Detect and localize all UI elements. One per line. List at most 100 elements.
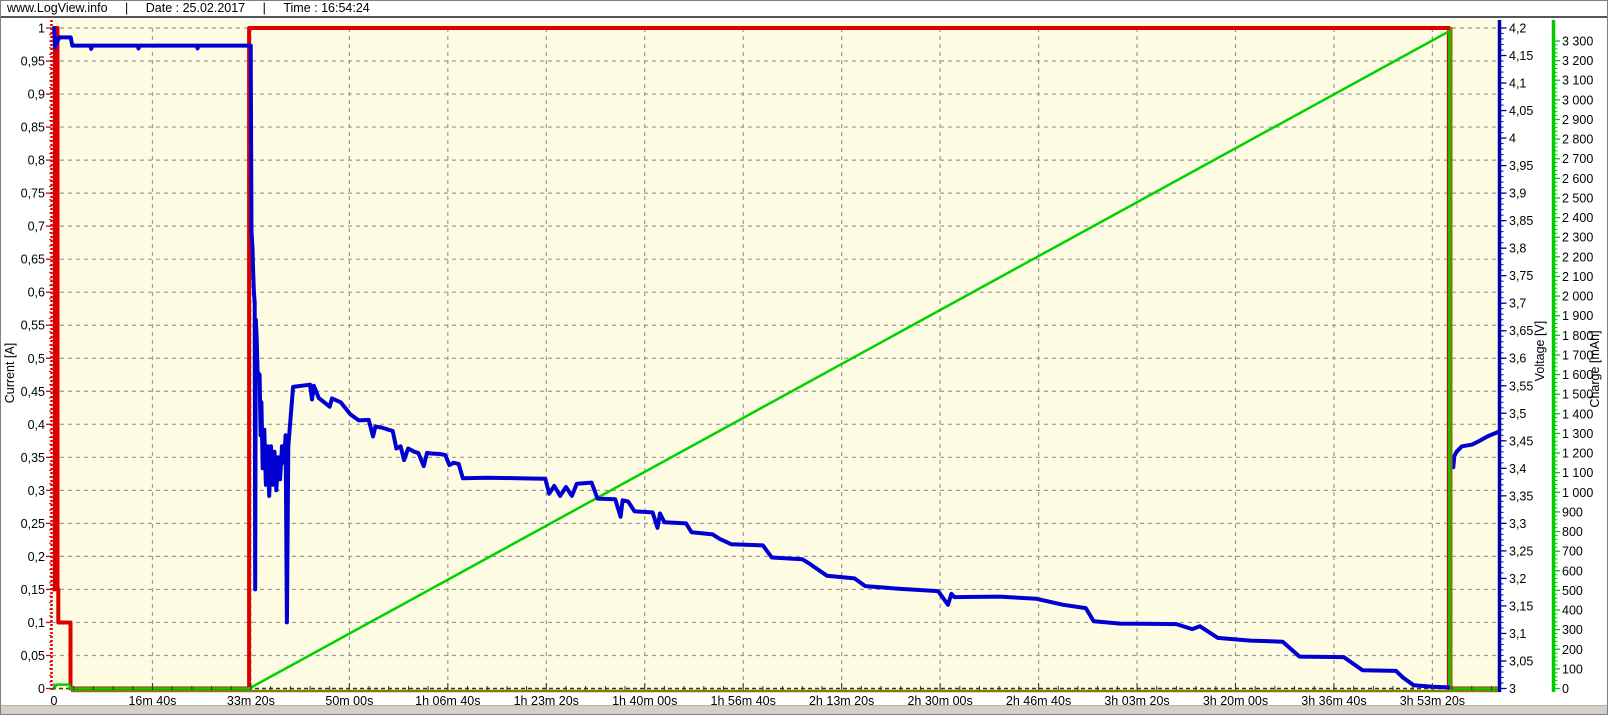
current-tick-label: 0,75 bbox=[21, 187, 45, 201]
time-tick-label: 1h 56m 40s bbox=[711, 694, 776, 707]
charge-tick-label: 1 100 bbox=[1562, 466, 1593, 480]
time-tick-label: 1h 06m 40s bbox=[415, 694, 480, 707]
time-axis: 0 16m 40s 33m 20s 50m 00s 1h 06m 40s 1h 23m 2… bbox=[51, 683, 1492, 707]
current-tick-label: 0,55 bbox=[21, 319, 45, 333]
charge-tick-label: 2 900 bbox=[1562, 113, 1593, 127]
time-tick-label: 3h 03m 20s bbox=[1104, 694, 1169, 707]
voltage-tick-label: 4,05 bbox=[1509, 104, 1533, 118]
voltage-tick-label: 3,35 bbox=[1509, 489, 1533, 503]
charge-tick-label: 2 100 bbox=[1562, 270, 1593, 284]
charge-tick-label: 0 bbox=[1562, 682, 1569, 696]
voltage-tick-label: 3,65 bbox=[1509, 324, 1533, 338]
charge-tick-label: 1 700 bbox=[1562, 348, 1593, 362]
voltage-tick-label: 3,45 bbox=[1509, 434, 1533, 448]
charge-tick-label: 3 100 bbox=[1562, 74, 1593, 88]
charge-tick-label: 800 bbox=[1562, 525, 1583, 539]
time-tick-label: 2h 13m 20s bbox=[809, 694, 874, 707]
current-tick-label: 0,5 bbox=[28, 352, 45, 366]
charge-tick-label: 1 500 bbox=[1562, 388, 1593, 402]
voltage-tick-label: 4 bbox=[1509, 132, 1516, 146]
current-tick-label: 0 bbox=[38, 682, 45, 696]
charge-tick-label: 1 200 bbox=[1562, 447, 1593, 461]
series-charge bbox=[52, 29, 1501, 690]
charge-tick-label: 1 600 bbox=[1562, 368, 1593, 382]
current-tick-label: 0,2 bbox=[28, 550, 45, 564]
header-time: Time : 16:54:24 bbox=[283, 1, 370, 15]
current-tick-label: 0,3 bbox=[28, 484, 45, 498]
charge-axis: 3 300 3 200 3 100 3 000 2 900 2 800 2 700 2 600… bbox=[1551, 20, 1602, 696]
voltage-tick-label: 4,1 bbox=[1509, 77, 1526, 91]
charge-tick-label: 1 900 bbox=[1562, 309, 1593, 323]
voltage-tick-label: 4,2 bbox=[1509, 21, 1526, 35]
current-tick-label: 0,4 bbox=[28, 418, 45, 432]
time-tick-label: 1h 40m 00s bbox=[612, 694, 677, 707]
current-tick-label: 0,25 bbox=[21, 517, 45, 531]
current-tick-label: 0,95 bbox=[21, 55, 45, 69]
charge-tick-label: 2 700 bbox=[1562, 152, 1593, 166]
charge-tick-label: 3 300 bbox=[1562, 35, 1593, 49]
header-bar: www.LogView.info | Date : 25.02.2017 | T… bbox=[1, 1, 1607, 18]
current-axis-title: Current [A] bbox=[3, 343, 17, 403]
voltage-tick-label: 3,4 bbox=[1509, 462, 1526, 476]
time-tick-label: 3h 36m 40s bbox=[1301, 694, 1366, 707]
voltage-tick-label: 3,15 bbox=[1509, 599, 1533, 613]
charge-tick-label: 3 200 bbox=[1562, 54, 1593, 68]
plot-area bbox=[52, 20, 1500, 691]
header-date: Date : 25.02.2017 bbox=[145, 1, 246, 15]
charge-tick-label: 900 bbox=[1562, 505, 1583, 519]
current-tick-label: 0,1 bbox=[28, 616, 45, 630]
time-tick-label: 3h 20m 00s bbox=[1203, 694, 1268, 707]
charge-tick-label: 500 bbox=[1562, 584, 1583, 598]
time-tick-label: 1h 23m 20s bbox=[514, 694, 579, 707]
time-tick-label: 2h 46m 40s bbox=[1006, 694, 1071, 707]
current-tick-label: 0,35 bbox=[21, 451, 45, 465]
series-voltage bbox=[1451, 429, 1502, 470]
series-voltage bbox=[52, 26, 1451, 690]
voltage-tick-label: 3,85 bbox=[1509, 214, 1533, 228]
charge-tick-label: 400 bbox=[1562, 604, 1583, 618]
voltage-tick-label: 3,3 bbox=[1509, 517, 1526, 531]
time-tick-label: 3h 53m 20s bbox=[1400, 694, 1465, 707]
voltage-tick-label: 3,9 bbox=[1509, 187, 1526, 201]
charge-tick-label: 2 600 bbox=[1562, 172, 1593, 186]
end-marker-group bbox=[71, 27, 1500, 693]
current-tick-label: 0,85 bbox=[21, 121, 45, 135]
charge-tick-label: 600 bbox=[1562, 564, 1583, 578]
voltage-tick-label: 3,25 bbox=[1509, 544, 1533, 558]
current-axis: 1 0,95 0,9 0,85 0,8 0,75 0,7 0,65 0,6 0,55 0,5 0,45… bbox=[3, 20, 53, 696]
series-group bbox=[52, 26, 1502, 691]
charge-tick-label: 200 bbox=[1562, 643, 1583, 657]
charge-tick-label: 700 bbox=[1562, 545, 1583, 559]
current-tick-label: 1 bbox=[38, 22, 45, 36]
voltage-tick-label: 3,8 bbox=[1509, 242, 1526, 256]
time-tick-label: 33m 20s bbox=[227, 694, 275, 707]
voltage-tick-label: 3,75 bbox=[1509, 269, 1533, 283]
voltage-tick-label: 3,6 bbox=[1509, 352, 1526, 366]
voltage-tick-label: 4,15 bbox=[1509, 49, 1533, 63]
time-tick-label: 2h 30m 00s bbox=[907, 694, 972, 707]
current-tick-label: 0,6 bbox=[28, 286, 45, 300]
time-tick-label: 0 bbox=[51, 694, 58, 707]
voltage-tick-label: 3,05 bbox=[1509, 654, 1533, 668]
header-separator: | bbox=[262, 1, 266, 15]
gridlines bbox=[52, 27, 1500, 690]
voltage-tick-label: 3,7 bbox=[1509, 297, 1526, 311]
voltage-tick-label: 3,1 bbox=[1509, 627, 1526, 641]
charge-tick-label: 2 300 bbox=[1562, 231, 1593, 245]
current-tick-label: 0,15 bbox=[21, 583, 45, 597]
charge-tick-label: 100 bbox=[1562, 662, 1583, 676]
charge-tick-label: 1 400 bbox=[1562, 407, 1593, 421]
current-tick-label: 0,05 bbox=[21, 649, 45, 663]
charge-tick-label: 2 400 bbox=[1562, 211, 1593, 225]
voltage-tick-label: 3,2 bbox=[1509, 572, 1526, 586]
charge-tick-label: 1 800 bbox=[1562, 329, 1593, 343]
voltage-tick-label: 3,95 bbox=[1509, 159, 1533, 173]
charge-tick-label: 2 000 bbox=[1562, 290, 1593, 304]
time-tick-label: 50m 00s bbox=[325, 694, 373, 707]
voltage-tick-label: 3,5 bbox=[1509, 407, 1526, 421]
voltage-axis-title: Voltage [V] bbox=[1533, 321, 1547, 381]
charge-tick-label: 2 500 bbox=[1562, 191, 1593, 205]
header-separator: | bbox=[125, 1, 129, 15]
